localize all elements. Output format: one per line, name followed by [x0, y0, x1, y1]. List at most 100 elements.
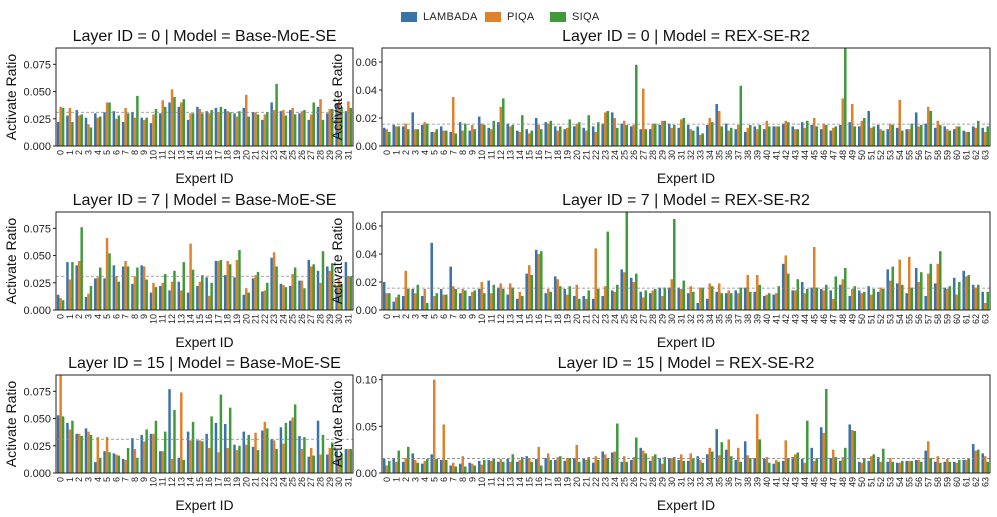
bar-piqa-18 — [226, 447, 229, 473]
x-tick-label: 53 — [885, 314, 895, 324]
y-tick-label: 0.000 — [23, 305, 51, 317]
bar-piqa-14 — [189, 113, 192, 146]
x-tick-label: 13 — [505, 314, 515, 324]
bar-siqa-51 — [872, 126, 876, 146]
bar-piqa-1 — [394, 461, 398, 473]
bar-siqa-7 — [454, 289, 458, 310]
bar-siqa-22 — [266, 428, 269, 473]
bar-siqa-24 — [616, 127, 619, 146]
bar-siqa-17 — [219, 259, 223, 310]
bar-lambada-0 — [382, 459, 386, 473]
bar-siqa-16 — [210, 282, 213, 310]
x-tick-label: 28 — [316, 477, 326, 487]
bar-lambada-22 — [261, 430, 264, 473]
bar-piqa-3 — [413, 459, 417, 473]
bar-piqa-40 — [765, 457, 769, 473]
bar-piqa-0 — [385, 129, 389, 146]
bar-lambada-32 — [686, 460, 690, 473]
x-tick-label: 37 — [733, 314, 743, 324]
bar-siqa-19 — [238, 250, 241, 310]
bar-lambada-29 — [326, 113, 329, 146]
x-tick-label: 1 — [391, 477, 401, 482]
bar-lambada-56 — [914, 459, 918, 473]
bar-piqa-24 — [613, 118, 617, 146]
x-tick-label: 22 — [260, 314, 270, 324]
y-tick-label: 0.05 — [356, 421, 377, 433]
x-tick-label: 51 — [866, 150, 876, 160]
x-tick-label: 37 — [733, 150, 743, 160]
x-tick-label: 58 — [933, 477, 943, 487]
x-tick-label: 40 — [762, 477, 772, 487]
bar-lambada-27 — [307, 456, 310, 473]
bar-piqa-35 — [717, 111, 721, 146]
legend-label-lambada: LAMBADA — [423, 11, 478, 23]
bar-siqa-29 — [331, 263, 334, 310]
y-axis-label: Activate Ratio — [329, 381, 345, 468]
bar-piqa-1 — [68, 279, 72, 310]
bar-lambada-18 — [553, 459, 557, 473]
bar-lambada-59 — [943, 287, 946, 310]
bar-siqa-62 — [977, 120, 980, 146]
bar-lambada-6 — [112, 453, 116, 473]
bar-lambada-44 — [800, 282, 804, 310]
x-tick-label: 4 — [93, 477, 103, 482]
bar-siqa-54 — [901, 460, 904, 473]
x-tick-label: 51 — [866, 314, 876, 324]
x-tick-label: 16 — [534, 314, 544, 324]
x-tick-label: 9 — [467, 477, 477, 482]
bar-piqa-15 — [527, 265, 531, 310]
bar-lambada-19 — [233, 277, 236, 310]
y-tick-label: 0.000 — [23, 468, 51, 480]
bar-piqa-59 — [945, 289, 949, 310]
bar-siqa-26 — [635, 273, 638, 310]
bar-piqa-45 — [812, 460, 816, 473]
bar-siqa-15 — [201, 441, 204, 473]
x-tick-label: 4 — [420, 150, 430, 155]
bar-piqa-4 — [423, 460, 427, 473]
bar-piqa-4 — [96, 437, 100, 473]
x-tick-label: 19 — [232, 477, 242, 487]
legend-swatch-siqa — [550, 12, 566, 22]
bar-siqa-31 — [682, 460, 686, 473]
x-tick-label: 20 — [241, 477, 251, 487]
x-tick-label: 20 — [572, 477, 582, 487]
bar-siqa-40 — [768, 293, 771, 310]
bar-piqa-16 — [207, 113, 211, 146]
bar-piqa-25 — [622, 120, 626, 146]
bar-piqa-55 — [907, 256, 911, 310]
x-tick-label: 48 — [838, 477, 848, 487]
bar-piqa-20 — [245, 288, 248, 310]
bar-piqa-6 — [115, 454, 118, 473]
x-tick-label: 16 — [534, 477, 544, 487]
bar-piqa-56 — [917, 282, 921, 310]
bar-lambada-36 — [724, 449, 728, 473]
bar-siqa-16 — [540, 129, 543, 146]
x-tick-label: 44 — [800, 477, 810, 487]
bar-piqa-60 — [955, 462, 959, 473]
bar-lambada-42 — [781, 263, 785, 310]
bar-piqa-46 — [822, 290, 826, 310]
x-tick-label: 18 — [223, 150, 233, 160]
chart-title: Layer ID = 15 | Model = Base-MoE-SE — [68, 355, 341, 372]
bar-piqa-63 — [983, 303, 987, 310]
bar-lambada-15 — [196, 106, 199, 146]
bar-lambada-8 — [458, 122, 462, 146]
bar-lambada-55 — [905, 129, 908, 146]
bar-lambada-27 — [639, 129, 642, 146]
bar-lambada-16 — [205, 433, 208, 473]
bar-lambada-26 — [629, 459, 633, 473]
bar-piqa-51 — [869, 294, 873, 310]
bar-siqa-7 — [454, 133, 458, 146]
bar-siqa-6 — [117, 281, 121, 310]
bar-piqa-34 — [708, 118, 712, 146]
bar-lambada-21 — [582, 127, 585, 146]
bar-lambada-5 — [430, 132, 433, 146]
x-tick-label: 45 — [809, 150, 819, 160]
bar-lambada-23 — [270, 102, 273, 146]
bar-piqa-8 — [133, 117, 137, 146]
bar-siqa-17 — [219, 106, 223, 146]
bar-siqa-26 — [303, 288, 306, 310]
x-tick-label: 28 — [648, 150, 658, 160]
bar-lambada-61 — [962, 459, 965, 473]
x-tick-label: 22 — [591, 314, 601, 324]
